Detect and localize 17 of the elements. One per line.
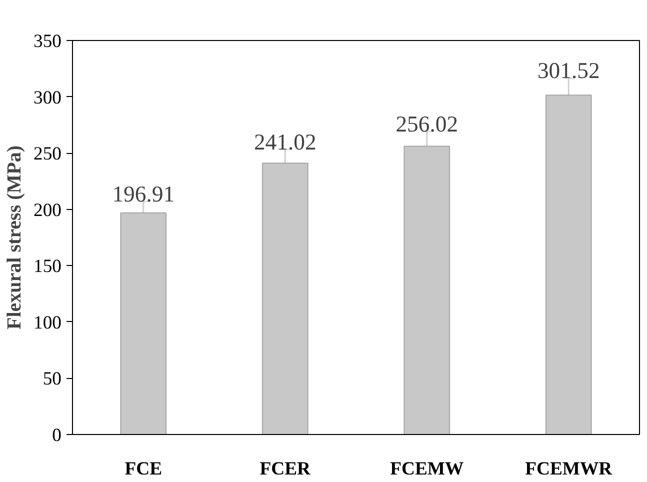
data-label: 196.91 bbox=[112, 182, 175, 207]
y-axis-title: Flexural stress (MPa) bbox=[4, 145, 26, 330]
y-tick-label: 250 bbox=[34, 144, 62, 165]
y-tick-label: 350 bbox=[34, 31, 62, 52]
data-label: 256.02 bbox=[396, 112, 458, 137]
data-label: 301.52 bbox=[537, 58, 600, 84]
x-tick-label: FCEMW bbox=[390, 458, 464, 480]
x-tick-label: FCER bbox=[260, 458, 312, 480]
y-tick-label: 150 bbox=[34, 256, 62, 278]
y-tick-label: 50 bbox=[42, 368, 62, 390]
x-tick-label: FCE bbox=[124, 458, 162, 480]
y-tick-label: 0 bbox=[52, 425, 62, 446]
y-tick-label: 300 bbox=[34, 87, 62, 108]
y-tick-label: 100 bbox=[34, 312, 62, 334]
x-tick-label: FCEMWR bbox=[525, 458, 613, 480]
data-label: 241.02 bbox=[254, 130, 316, 155]
y-tick-label: 200 bbox=[34, 200, 62, 221]
